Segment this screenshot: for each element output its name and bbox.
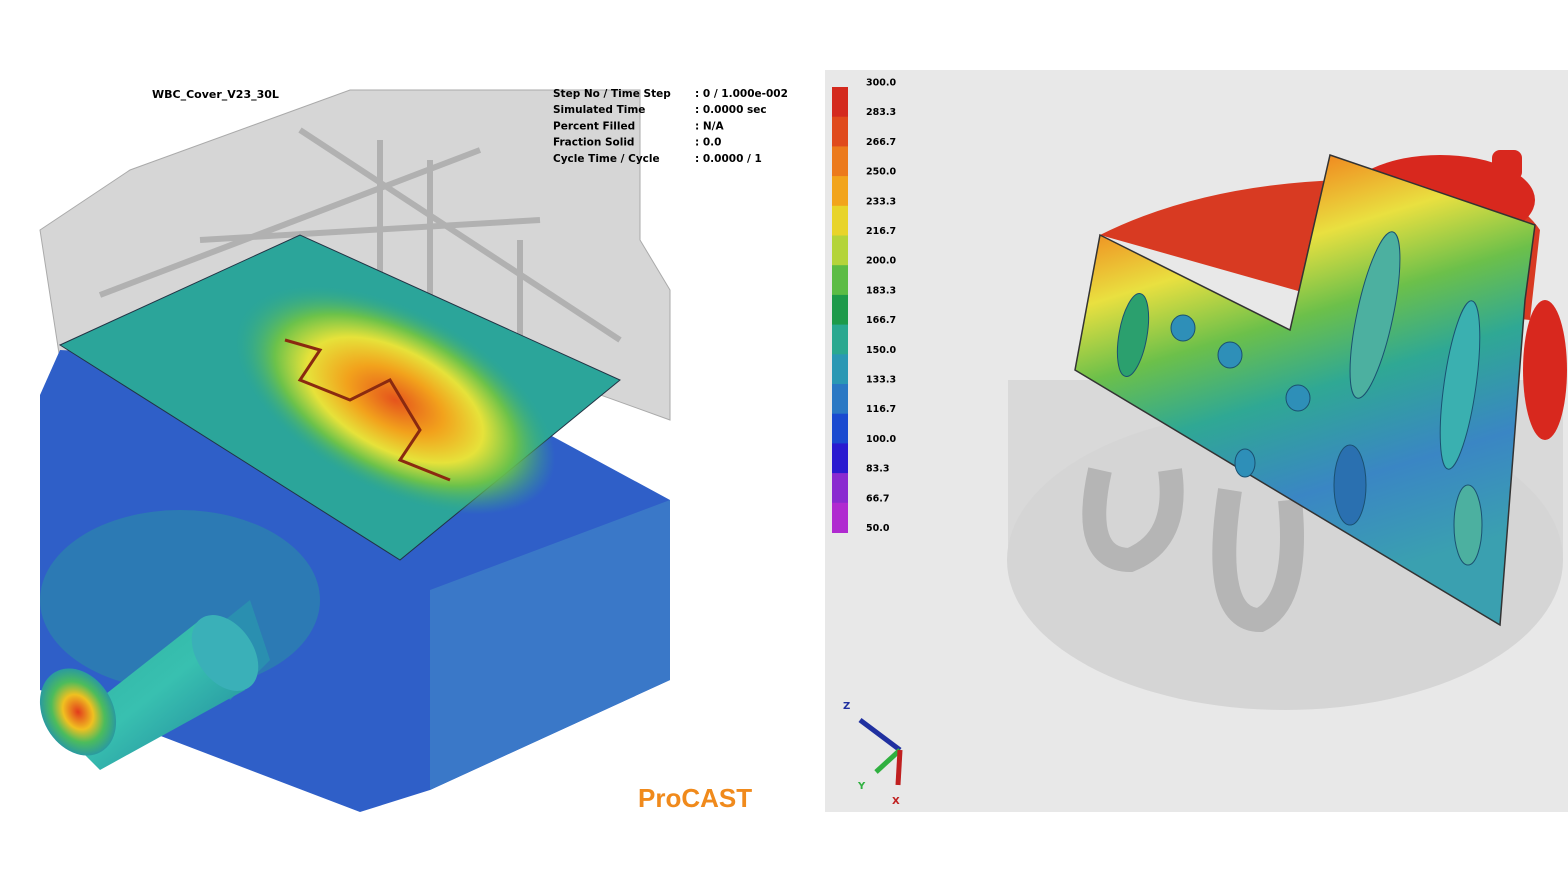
info-label: Cycle Time / Cycle [553, 153, 660, 165]
legend-swatch [832, 443, 848, 474]
sleeve-end [39, 668, 117, 756]
legend-label: 216.7 [866, 226, 896, 237]
info-value: : 0.0 [695, 137, 721, 149]
axis-x: X [892, 796, 900, 807]
cavity-edge [284, 338, 451, 482]
legend-label: 266.7 [866, 137, 896, 148]
legend-label: 50.0 [866, 523, 890, 534]
legend-label: 133.3 [866, 375, 896, 386]
brand: ProCAST [638, 783, 752, 813]
axis-triad: Z Y X [843, 701, 903, 807]
info-label: Step No / Time Step [553, 88, 671, 100]
right-view: 300.0 283.3 266.7 250.0 233.3 216.7 200.0 183.3… [825, 70, 1568, 812]
legend-swatch [832, 146, 848, 177]
legend-swatch [832, 502, 848, 533]
die-side [430, 500, 670, 790]
axis-z: Z [843, 701, 850, 712]
legend-swatch [832, 473, 848, 504]
info-panel: Step No / Time Step : 0 / 1.000e-002 Simul… [553, 88, 788, 165]
legend-label: 100.0 [866, 434, 896, 445]
legend-label: 183.3 [866, 285, 896, 296]
left-view: WBC_Cover_V23_30L Step No / Time Step : 0… [39, 88, 788, 813]
axis-y: Y [857, 781, 866, 792]
info-value: : N/A [695, 120, 724, 132]
ghost-channels [1082, 467, 1304, 633]
legend-swatch [832, 116, 848, 147]
legend-swatch [832, 324, 848, 355]
legend-swatch [832, 265, 848, 296]
info-label: Fraction Solid [553, 137, 634, 149]
legend-swatch [832, 413, 848, 444]
legend-label: 150.0 [866, 345, 896, 356]
info-label: Simulated Time [553, 104, 645, 116]
legend-label: 166.7 [866, 315, 896, 326]
legend-label: 83.3 [866, 464, 889, 475]
side-lobe [1523, 300, 1567, 440]
info-label: Percent Filled [553, 120, 635, 132]
sleeve-back [191, 615, 259, 691]
legend-label: 233.3 [866, 196, 896, 207]
legend-label: 116.7 [866, 404, 896, 415]
legend-swatch [832, 354, 848, 385]
model-name: WBC_Cover_V23_30L [152, 88, 279, 101]
info-value: : 0 / 1.000e-002 [695, 88, 788, 100]
channel-sections [1116, 231, 1483, 566]
legend-swatch [832, 176, 848, 207]
legend-label: 66.7 [866, 493, 889, 504]
legend-label: 200.0 [866, 256, 896, 267]
color-legend: 300.0 283.3 266.7 250.0 233.3 216.7 200.0 183.3… [832, 78, 896, 534]
legend-swatch [832, 235, 848, 266]
hot-zone [234, 285, 556, 515]
legend-swatch [832, 294, 848, 326]
legend-swatch [832, 87, 848, 118]
legend-label: 250.0 [866, 167, 896, 178]
info-value: : 0.0000 / 1 [695, 153, 762, 165]
legend-label: 300.0 [866, 78, 896, 89]
info-value: : 0.0000 sec [695, 104, 767, 116]
boss [1492, 150, 1522, 180]
legend-swatch [832, 384, 848, 415]
legend-label: 283.3 [866, 107, 896, 118]
legend-swatch [832, 205, 848, 236]
